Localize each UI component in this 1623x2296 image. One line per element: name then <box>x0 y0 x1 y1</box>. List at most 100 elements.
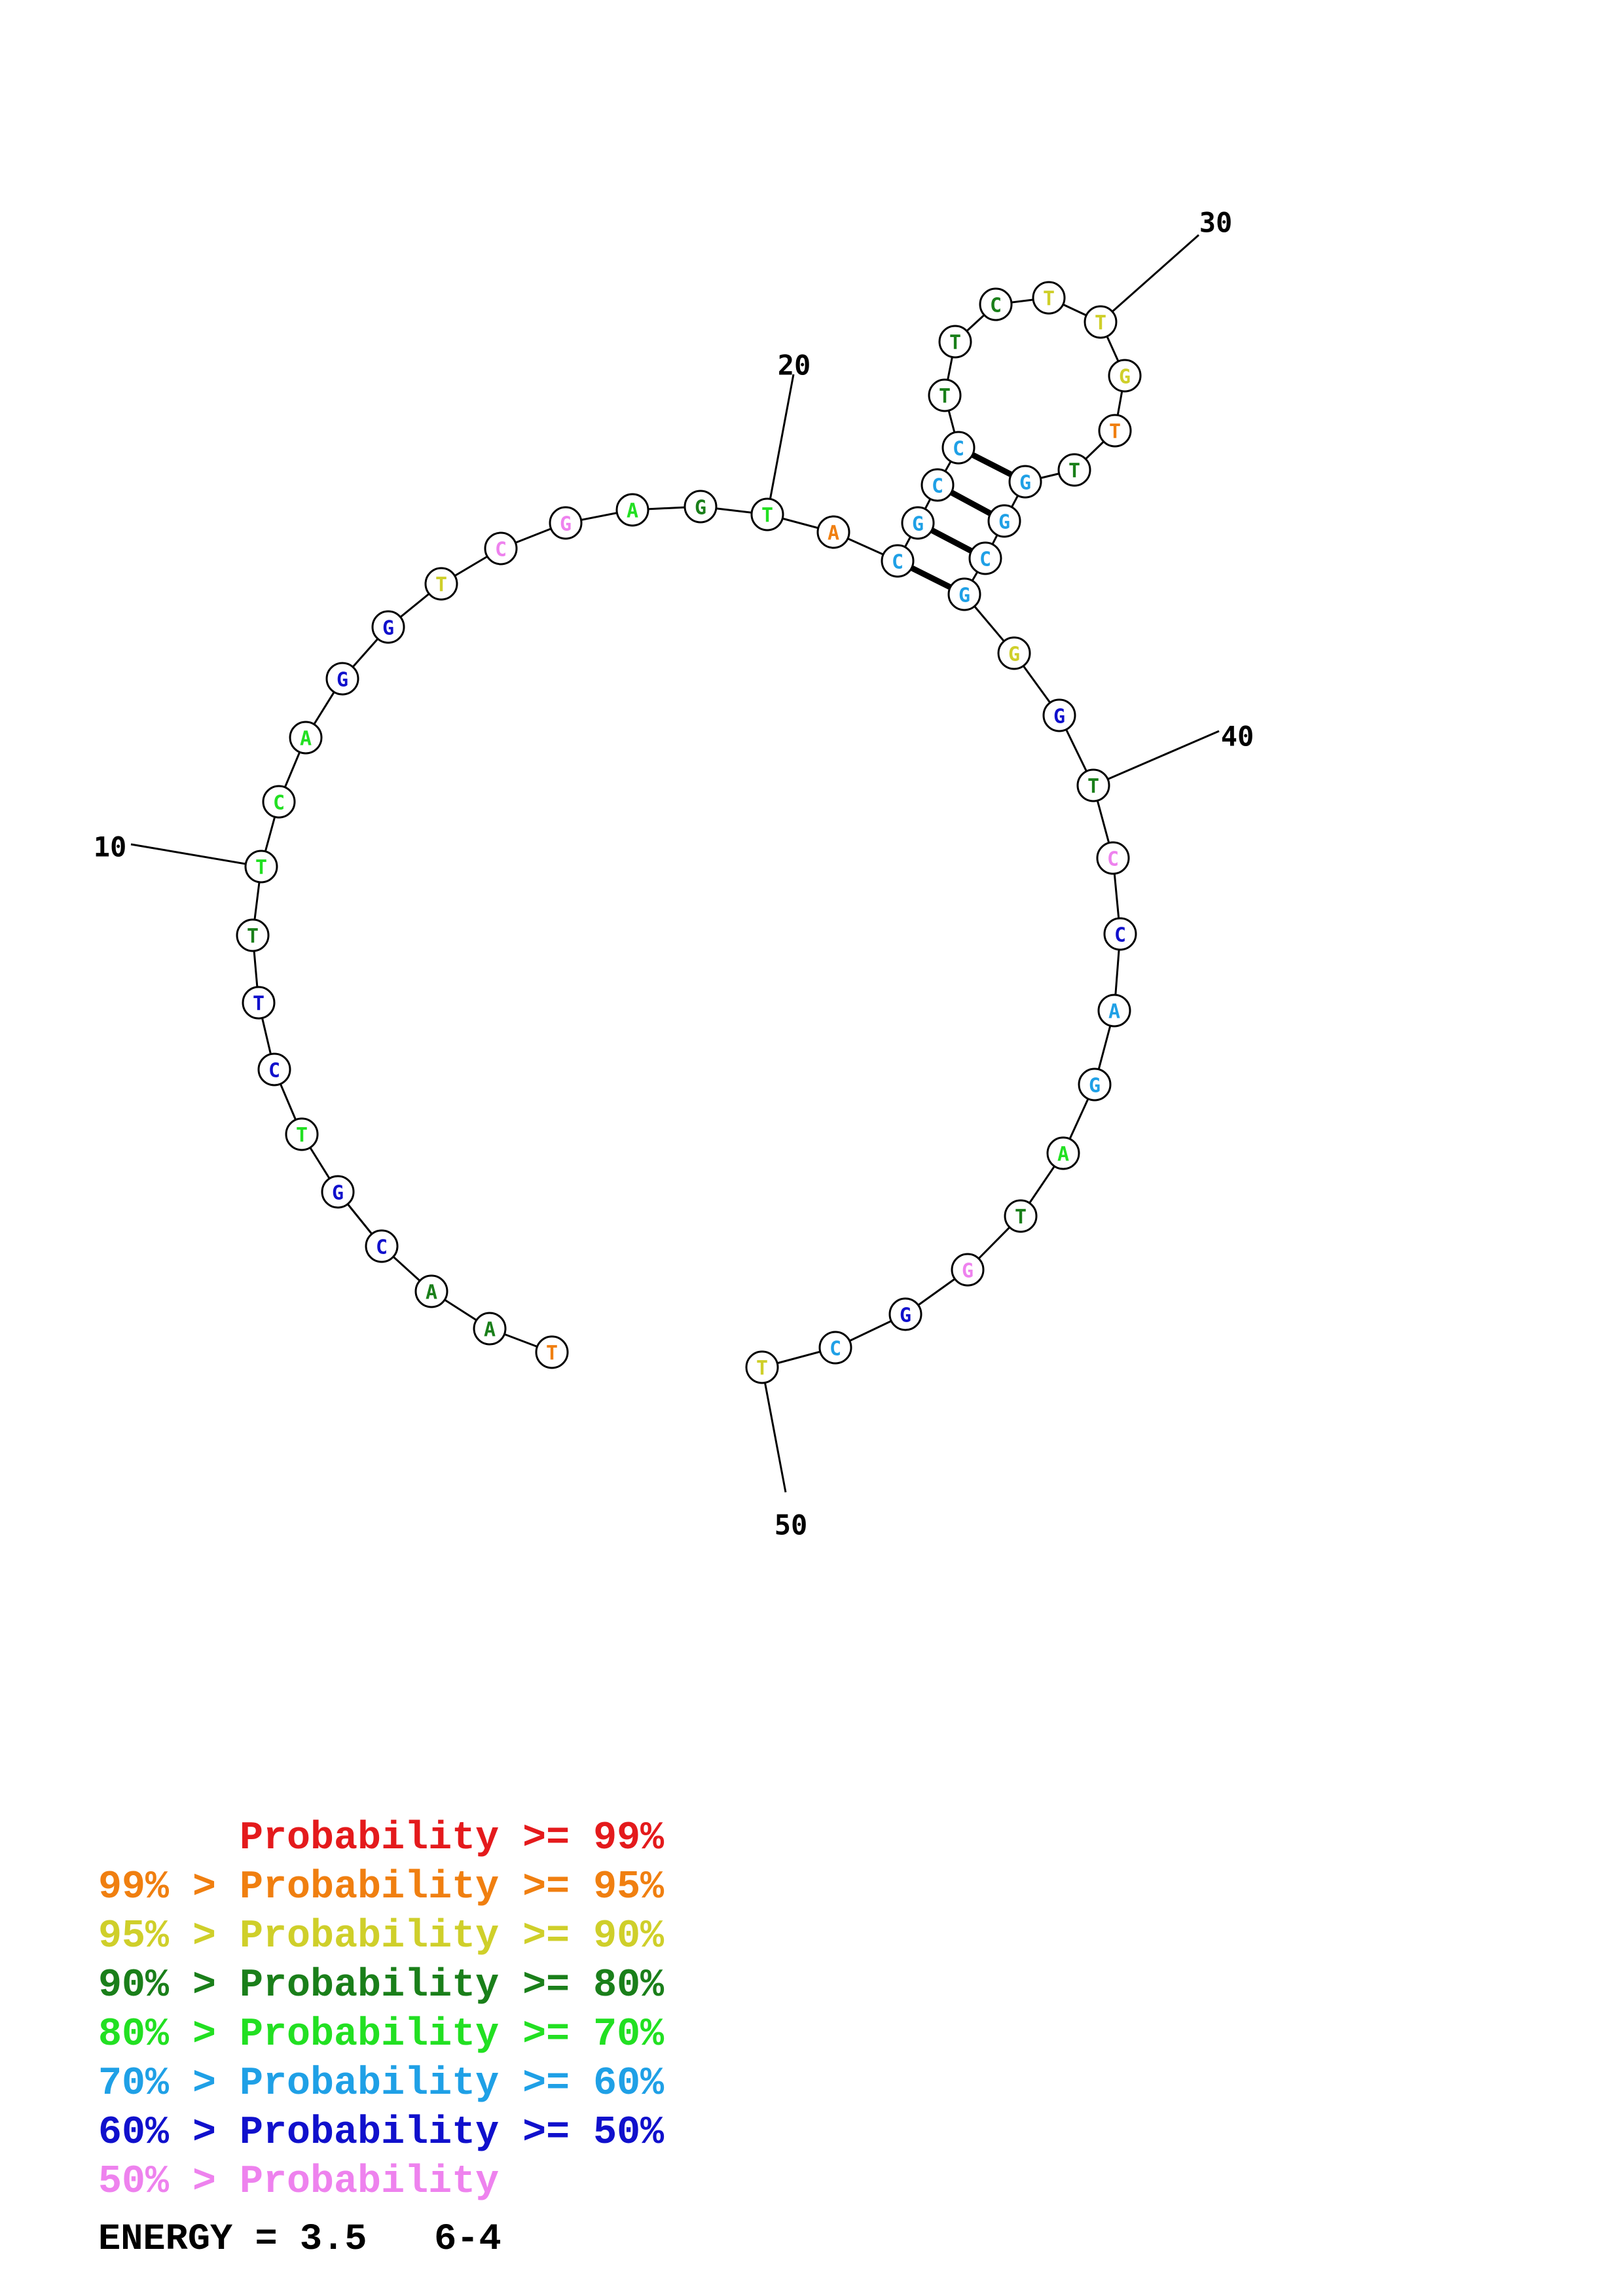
nucleotide-circle <box>684 490 718 524</box>
nucleotide-base: A <box>1108 1001 1120 1024</box>
nucleotide-circle <box>1032 281 1066 315</box>
nucleotide-circle <box>549 506 583 540</box>
nucleotide: A <box>289 721 323 755</box>
nucleotide-base: T <box>939 386 951 408</box>
nucleotide-circle <box>424 567 458 601</box>
base-pair-lines <box>910 452 1013 590</box>
nucleotide-circle <box>289 721 323 755</box>
nucleotide: C <box>365 1229 399 1263</box>
nucleotide: T <box>242 986 276 1020</box>
nucleotide-base: C <box>979 548 991 571</box>
nucleotide-circle <box>1084 305 1118 339</box>
nucleotide-circle <box>951 1253 985 1287</box>
base-pair-bond <box>930 528 973 554</box>
legend-label: Probability >= 80% <box>240 1964 665 2008</box>
legend-prefix: 95% > <box>98 1914 240 1959</box>
position-label: 10 <box>94 831 127 863</box>
nucleotide-circle <box>901 506 935 540</box>
nucleotide-circle <box>1108 359 1142 393</box>
nucleotide: G <box>888 1297 922 1331</box>
nucleotide: G <box>684 490 718 524</box>
nucleotide-base: C <box>892 551 903 574</box>
legend-prefix: 80% > <box>98 2013 240 2057</box>
nucleotide-circle <box>1103 917 1137 951</box>
nucleotide-base: A <box>300 728 312 751</box>
nucleotide-circle <box>947 577 981 611</box>
nucleotide-circle <box>921 468 955 502</box>
nucleotide-base: G <box>998 511 1010 534</box>
legend-label: Probability >= 60% <box>240 2062 665 2106</box>
nucleotide-circle <box>535 1335 569 1369</box>
nucleotide-circle <box>745 1350 779 1384</box>
nucleotide-base: A <box>484 1319 496 1342</box>
nucleotide: T <box>1004 1199 1038 1233</box>
nucleotide: G <box>997 636 1031 670</box>
legend-row: 50% > Probability <box>98 2160 499 2204</box>
legend-row: 90% > Probability >= 80% <box>98 1964 664 2008</box>
nucleotide-circle <box>941 431 976 465</box>
nucleotide-base: C <box>495 539 507 562</box>
nucleotide-base: T <box>1109 421 1121 444</box>
legend-row: Probability >= 99% <box>98 1816 664 1861</box>
position-tick-lines <box>130 234 1220 1493</box>
nucleotide-base: G <box>695 497 706 520</box>
nucleotide: G <box>1078 1067 1112 1102</box>
legend-prefix: 90% > <box>98 1964 240 2008</box>
nucleotide: T <box>424 567 458 601</box>
nucleotide: C <box>979 287 1013 321</box>
nucleotide: T <box>938 325 972 359</box>
nucleotide-base: C <box>1107 848 1119 871</box>
nucleotide-circle <box>1057 453 1091 487</box>
nucleotide: G <box>321 1175 355 1209</box>
nucleotide-circle <box>1097 994 1131 1028</box>
nucleotide-base: G <box>900 1304 911 1327</box>
base-pair-bond <box>949 490 993 516</box>
nucleotide: C <box>881 544 915 578</box>
position-tick <box>1093 730 1220 787</box>
nucleotide-base: T <box>247 925 259 948</box>
base-pair-bond <box>910 565 952 590</box>
nucleotide: G <box>947 577 981 611</box>
nucleotide: G <box>901 506 935 540</box>
nucleotide: T <box>928 378 962 412</box>
nucleotide-circle <box>750 497 784 531</box>
nucleotide: T <box>244 850 278 884</box>
nucleotide: A <box>816 515 850 549</box>
nucleotide: C <box>1103 917 1137 951</box>
nucleotide: G <box>1108 359 1142 393</box>
nucleotide-circle <box>321 1175 355 1209</box>
nucleotide: G <box>371 610 405 644</box>
nucleotide-base: A <box>828 522 839 545</box>
nucleotide-base: C <box>953 438 964 461</box>
position-tick <box>130 843 262 868</box>
nucleotide-base: G <box>1019 472 1031 495</box>
nucleotide: C <box>1096 841 1130 875</box>
nucleotide-circle <box>615 493 649 527</box>
position-label: 20 <box>778 350 811 382</box>
nucleotide-base: T <box>761 505 773 528</box>
nucleotide-base: C <box>990 295 1002 317</box>
nucleotide-base: T <box>253 993 264 1016</box>
nucleotide-circle <box>881 544 915 578</box>
nucleotide-circle <box>285 1117 319 1151</box>
nucleotide: C <box>921 468 955 502</box>
nucleotide: T <box>745 1350 779 1384</box>
nucleotide-circle <box>244 850 278 884</box>
nucleotide-base: C <box>273 792 285 815</box>
nucleotide: T <box>1084 305 1118 339</box>
legend-row: 60% > Probability >= 50% <box>98 2111 664 2155</box>
nucleotide-circle <box>473 1312 507 1346</box>
nucleotide-circle <box>1078 1067 1112 1102</box>
nucleotide: A <box>1046 1136 1080 1170</box>
nucleotide-circle <box>816 515 850 549</box>
nucleotide: C <box>262 785 296 819</box>
nucleotide: C <box>818 1331 852 1365</box>
nucleotide-circle <box>236 918 270 952</box>
legend-row: 70% > Probability >= 60% <box>98 2062 664 2106</box>
nucleotide: A <box>1097 994 1131 1028</box>
nucleotide-circle <box>1042 698 1076 732</box>
nucleotide-base: C <box>268 1060 280 1083</box>
nucleotide: G <box>325 662 359 696</box>
